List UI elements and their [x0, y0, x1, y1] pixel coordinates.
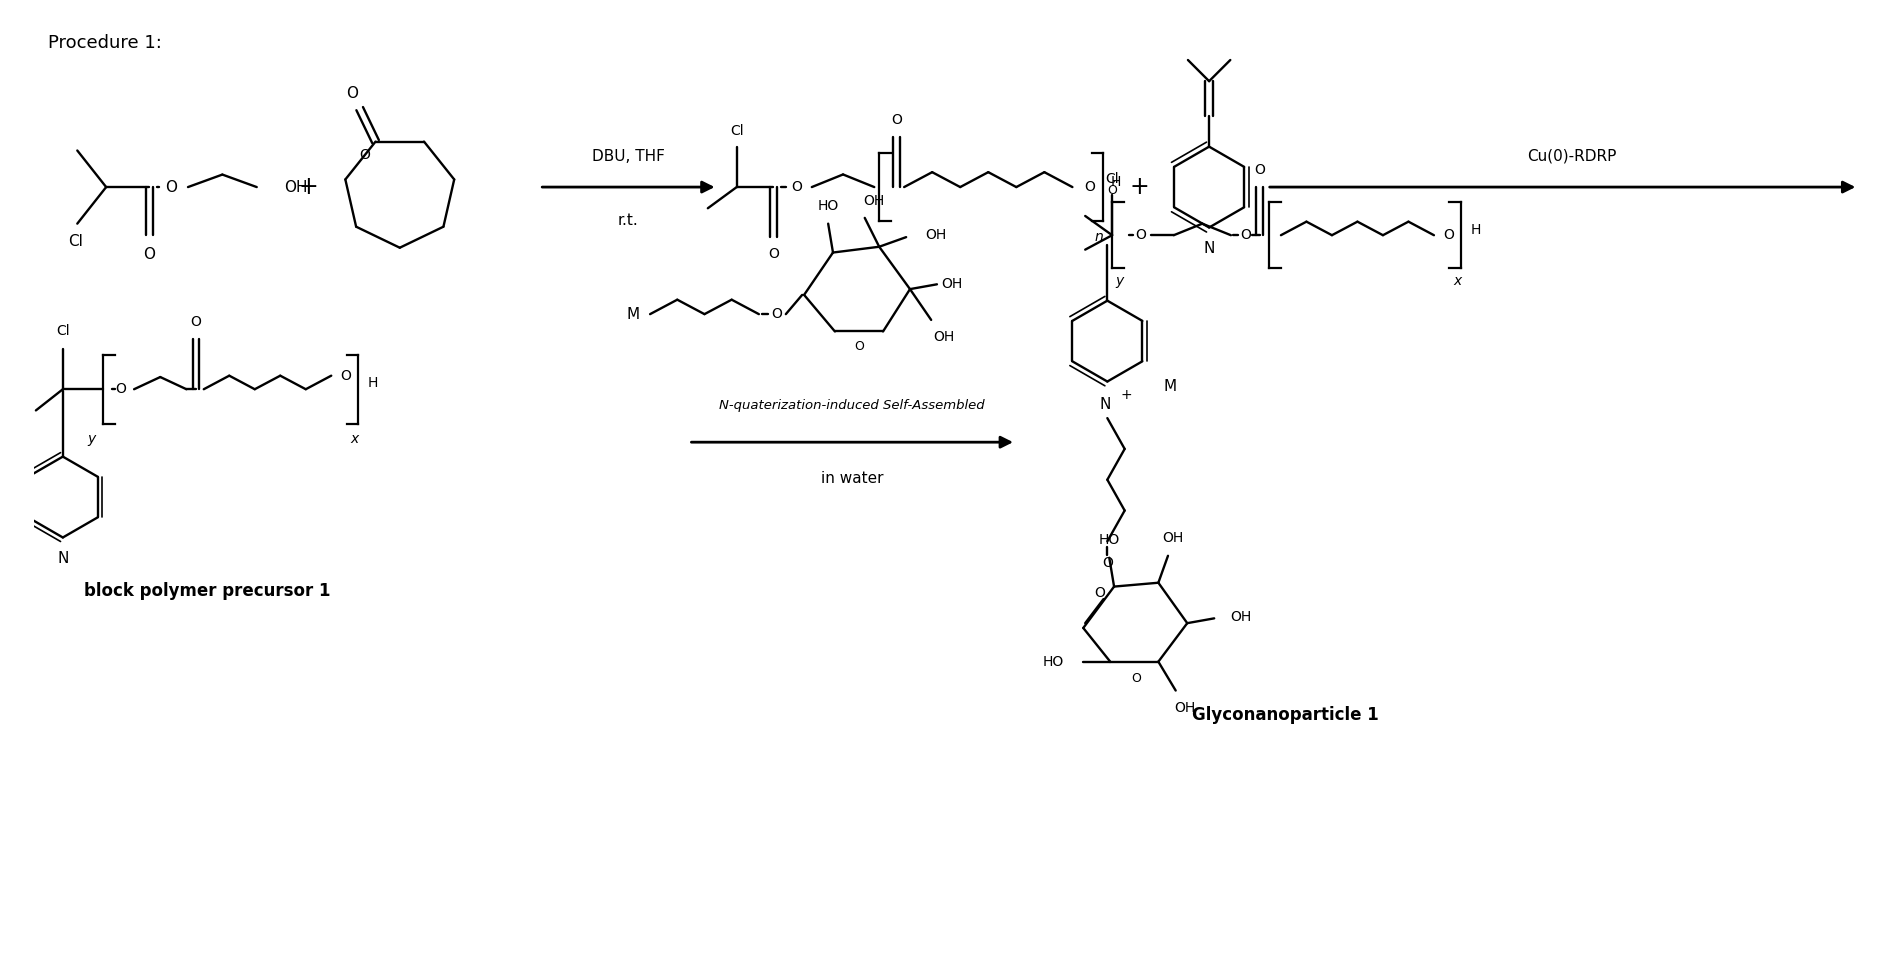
Text: +: +	[1131, 175, 1150, 199]
Text: O: O	[1108, 184, 1117, 197]
Text: OH: OH	[1163, 531, 1184, 546]
Text: OH: OH	[1231, 611, 1252, 624]
Text: Cl: Cl	[730, 124, 744, 138]
Text: +: +	[298, 175, 319, 199]
Text: +: +	[1121, 388, 1133, 402]
Text: N-quaterization-induced Self-Assembled: N-quaterization-induced Self-Assembled	[719, 399, 985, 412]
Text: O: O	[359, 148, 370, 162]
Text: H: H	[368, 377, 378, 390]
Text: O: O	[854, 341, 863, 353]
Text: N: N	[1203, 241, 1214, 256]
Text: O: O	[1254, 163, 1265, 177]
Text: O: O	[1102, 555, 1114, 570]
Text: O: O	[345, 85, 359, 101]
Text: DBU, THF: DBU, THF	[592, 149, 664, 164]
Text: block polymer precursor 1: block polymer precursor 1	[83, 583, 330, 600]
Text: OH: OH	[941, 278, 962, 291]
Text: OH: OH	[285, 180, 307, 194]
Text: N: N	[57, 552, 68, 566]
Text: O: O	[892, 113, 901, 126]
Text: O: O	[144, 247, 156, 262]
Text: in water: in water	[821, 471, 884, 486]
Text: Cu(0)-RDRP: Cu(0)-RDRP	[1527, 149, 1616, 164]
Text: M: M	[1163, 379, 1176, 394]
Text: O: O	[1131, 673, 1142, 686]
Text: HO: HO	[1043, 654, 1064, 669]
Text: O: O	[190, 315, 201, 329]
Text: Glyconanoparticle 1: Glyconanoparticle 1	[1191, 706, 1379, 723]
Text: y: y	[87, 432, 97, 447]
Text: n: n	[1095, 230, 1102, 244]
Text: Cl: Cl	[57, 324, 70, 339]
Text: y: y	[1115, 275, 1125, 288]
Text: OH: OH	[1174, 701, 1195, 715]
Text: N: N	[1100, 397, 1112, 412]
Text: Cl: Cl	[1106, 173, 1119, 186]
Text: O: O	[340, 369, 351, 383]
Text: H: H	[1470, 223, 1482, 237]
Text: Cl: Cl	[68, 234, 83, 250]
Text: O: O	[1444, 228, 1453, 242]
Text: M: M	[626, 307, 639, 321]
Text: O: O	[1136, 228, 1146, 242]
Text: x: x	[351, 432, 359, 447]
Text: Procedure 1:: Procedure 1:	[49, 34, 163, 51]
Text: O: O	[165, 180, 176, 194]
Text: OH: OH	[926, 228, 947, 242]
Text: x: x	[1453, 275, 1461, 288]
Text: HO: HO	[1098, 533, 1119, 548]
Text: OH: OH	[863, 193, 886, 208]
Text: O: O	[116, 383, 125, 396]
Text: O: O	[1241, 228, 1250, 242]
Text: HO: HO	[818, 199, 838, 214]
Text: O: O	[768, 248, 780, 261]
Text: O: O	[770, 307, 782, 321]
Text: r.t.: r.t.	[618, 214, 639, 228]
Text: O: O	[1095, 586, 1106, 600]
Text: O: O	[791, 180, 802, 194]
Text: OH: OH	[933, 330, 954, 345]
Text: O: O	[1085, 180, 1095, 194]
Text: H: H	[1112, 175, 1121, 189]
